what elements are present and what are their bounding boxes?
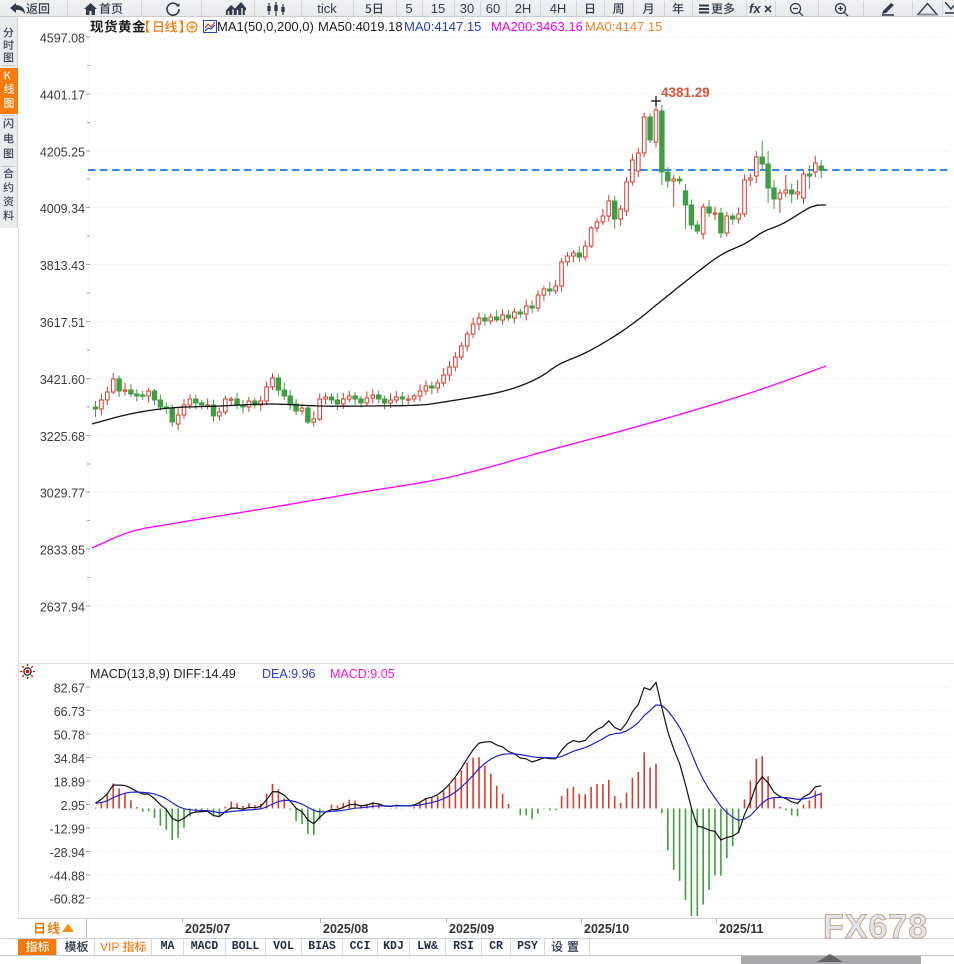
svg-text:50.78: 50.78	[54, 728, 85, 742]
svg-text:82.67: 82.67	[54, 682, 85, 696]
svg-text:2833.85: 2833.85	[40, 544, 85, 558]
svg-text:4401.17: 4401.17	[40, 88, 85, 102]
svg-text:18.89: 18.89	[54, 775, 85, 789]
svg-text:3617.51: 3617.51	[40, 316, 85, 330]
svg-text:4205.25: 4205.25	[40, 145, 85, 159]
svg-text:3421.60: 3421.60	[40, 373, 85, 387]
svg-text:2.95: 2.95	[61, 799, 85, 813]
svg-text:-44.88: -44.88	[50, 869, 85, 883]
svg-text:-12.99: -12.99	[50, 822, 85, 836]
svg-text:4009.34: 4009.34	[40, 202, 85, 216]
svg-text:34.84: 34.84	[54, 752, 85, 766]
svg-text:3225.68: 3225.68	[40, 430, 85, 444]
svg-text:4381.29: 4381.29	[661, 85, 710, 100]
svg-text:3029.77: 3029.77	[40, 487, 85, 501]
svg-text:2637.94: 2637.94	[40, 601, 85, 615]
svg-text:-60.82: -60.82	[50, 893, 85, 907]
svg-text:66.73: 66.73	[54, 705, 85, 719]
svg-text:4597.08: 4597.08	[40, 32, 85, 46]
svg-text:3813.43: 3813.43	[40, 259, 85, 273]
svg-text:-28.94: -28.94	[50, 846, 85, 860]
